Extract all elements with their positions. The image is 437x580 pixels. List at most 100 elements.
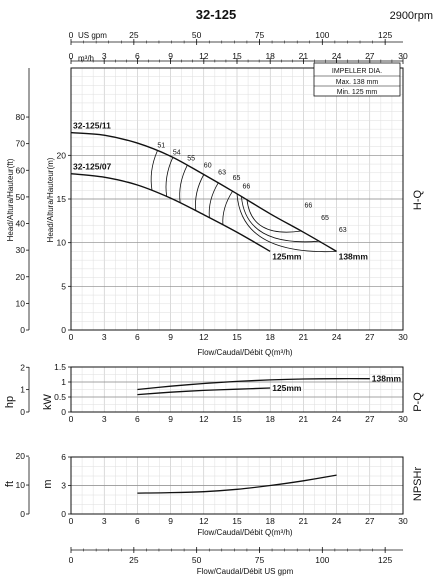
npsh-m-tick-label: 0 [61,509,66,519]
efficiency-label: 66 [243,184,251,191]
head-ft-axis-title: Head/Altura/Hauteur(ft) [6,158,15,241]
q-top-tick-label: 9 [168,51,173,61]
hq-curve-125mm [70,173,271,253]
hq-series-name: 32-125/07 [73,162,112,172]
speed-label: 2900rpm [390,10,433,22]
usgpm-axis-title: US gpm [78,31,107,40]
usgpm-bottom-tick-label: 25 [129,555,139,565]
efficiency-iso-line [165,157,174,197]
model-title: 32-125 [196,7,236,22]
npsh-x-tick-label: 9 [168,516,173,526]
npsh-x-tick-label: 3 [102,516,107,526]
npsh-x-tick-label: 15 [232,516,242,526]
pq-series-label: 138mm [372,374,402,384]
head-ft-tick-label: 30 [16,245,26,255]
head-m-tick-label: 10 [57,238,67,248]
usgpm-top-tick-label: 100 [315,30,329,40]
usgpm-bottom-tick-label: 0 [69,555,74,565]
head-m-tick-label: 15 [57,194,67,204]
npsh-curve [137,474,337,494]
pq-x-tick-label: 27 [365,414,375,424]
hq-end-label: 138mm [339,251,369,261]
efficiency-iso-line [208,182,219,218]
grid-layer [71,68,403,514]
usgpm-top-tick-label: 25 [129,30,139,40]
ft-axis-title: ft [4,481,16,487]
hq-x-tick-label: 6 [135,332,140,342]
legend-max: Max. 138 mm [336,79,379,86]
q-top-tick-label: 15 [232,51,242,61]
q-top-tick-label: 18 [265,51,275,61]
npsh-x-tick-label: 12 [199,516,209,526]
hq-x-tick-label: 27 [365,332,375,342]
usgpm-bottom-tick-label: 100 [315,555,329,565]
q-top-tick-label: 27 [365,51,375,61]
npsh-x-tick-label: 30 [398,516,408,526]
pq-x-tick-label: 3 [102,414,107,424]
efficiency-label: 65 [233,175,241,182]
efficiency-iso-line [150,150,158,191]
npsh-ft-tick-label: 0 [20,509,25,519]
usgpm-top-tick-label: 125 [378,30,392,40]
q-top-tick-label: 12 [199,51,209,61]
efficiency-label: 54 [173,149,181,156]
usgpm-bottom-tick-label: 75 [255,555,265,565]
pq-x-tick-label: 21 [299,414,309,424]
head-ft-tick-label: 60 [16,165,26,175]
pq-x-tick-label: 18 [265,414,275,424]
legend-title: IMPELLER DIA. [332,68,382,75]
flow-axis-title-gpm: Flow/Caudal/Débit US gpm [197,567,294,576]
pq-curve-138mm [137,378,370,391]
efficiency-iso-line-eff-66 [246,199,302,233]
npsh-side-label: NPSHr [412,467,424,502]
npsh-x-tick-label: 21 [299,516,309,526]
npsh-x-tick-label: 18 [265,516,275,526]
npsh-m-tick-label: 6 [61,452,66,462]
hp-tick-label: 0 [20,407,25,417]
kw-tick-label: 1 [61,377,66,387]
hq-x-tick-label: 15 [232,332,242,342]
hq-x-tick-label: 0 [69,332,74,342]
impeller-legend: IMPELLER DIA. Max. 138 mm Min. 125 mm [313,62,401,97]
pq-x-tick-label: 24 [332,414,342,424]
hq-series-name: 32-125/11 [73,121,111,131]
curves-layer [70,131,370,494]
q-top-tick-label: 24 [332,51,342,61]
pq-x-tick-label: 9 [168,414,173,424]
usgpm-top-tick-label: 50 [192,30,202,40]
hq-x-tick-label: 24 [332,332,342,342]
efficiency-label: 63 [339,227,347,234]
pq-x-tick-label: 15 [232,414,242,424]
usgpm-bottom-tick-label: 125 [378,555,392,565]
hq-x-tick-label: 21 [299,332,309,342]
hp-tick-label: 2 [20,362,25,372]
usgpm-top-tick-label: 75 [255,30,265,40]
head-m-axis-title: Head/Altura/Hauteur(m) [46,157,55,242]
head-ft-tick-label: 70 [16,139,26,149]
usgpm-bottom-tick-label: 50 [192,555,202,565]
usgpm-top-tick-label: 0 [69,30,74,40]
hp-axis-title: hp [4,396,16,408]
pq-series-label: 125mm [272,383,302,393]
npsh-m-tick-label: 3 [61,481,66,491]
head-ft-tick-label: 50 [16,192,26,202]
npsh-ft-tick-label: 20 [16,451,26,461]
efficiency-label: 60 [204,163,212,170]
efficiency-label: 66 [305,203,313,210]
head-ft-tick-label: 40 [16,219,26,229]
pq-x-tick-label: 0 [69,414,74,424]
efficiency-label: 55 [187,156,195,163]
efficiency-iso-line [222,190,233,225]
efficiency-label: 51 [157,142,165,149]
q-top-tick-label: 30 [398,51,408,61]
pq-x-tick-label: 30 [398,414,408,424]
head-m-tick-label: 5 [61,281,66,291]
head-ft-tick-label: 80 [16,112,26,122]
hq-x-tick-label: 18 [265,332,275,342]
efficiency-label: 65 [321,215,329,222]
hq-x-tick-label: 12 [199,332,209,342]
hq-end-label: 125mm [272,251,302,261]
q-top-tick-label: 21 [299,51,309,61]
npsh-x-tick-label: 27 [365,516,375,526]
